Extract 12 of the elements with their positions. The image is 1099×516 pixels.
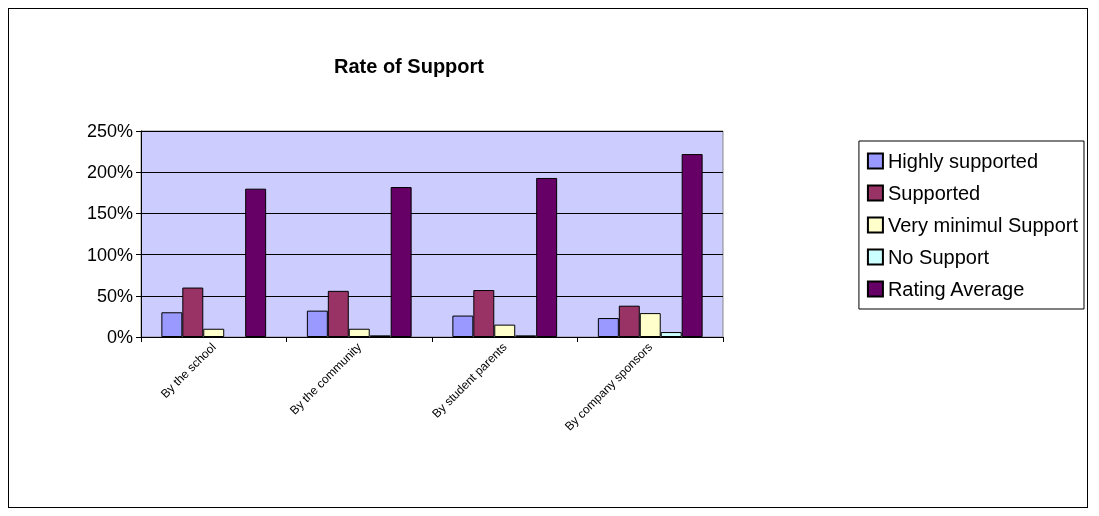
legend-label: Very minimul Support	[887, 214, 1079, 236]
legend-label: Highly supported	[887, 150, 1039, 172]
y-tick-label: 0%	[106, 327, 133, 347]
legend-label: No Support	[887, 246, 990, 268]
y-tick-label: 250%	[86, 121, 133, 141]
y-tick-label: 50%	[96, 285, 133, 306]
y-tick-label: 150%	[86, 203, 133, 224]
legend-label: Supported	[887, 182, 981, 204]
chart-title: Rate of Support	[334, 55, 485, 77]
y-tick-label: 200%	[86, 162, 133, 183]
legend-label: Rating Average	[887, 278, 1025, 300]
y-tick-label: 100%	[86, 244, 133, 265]
